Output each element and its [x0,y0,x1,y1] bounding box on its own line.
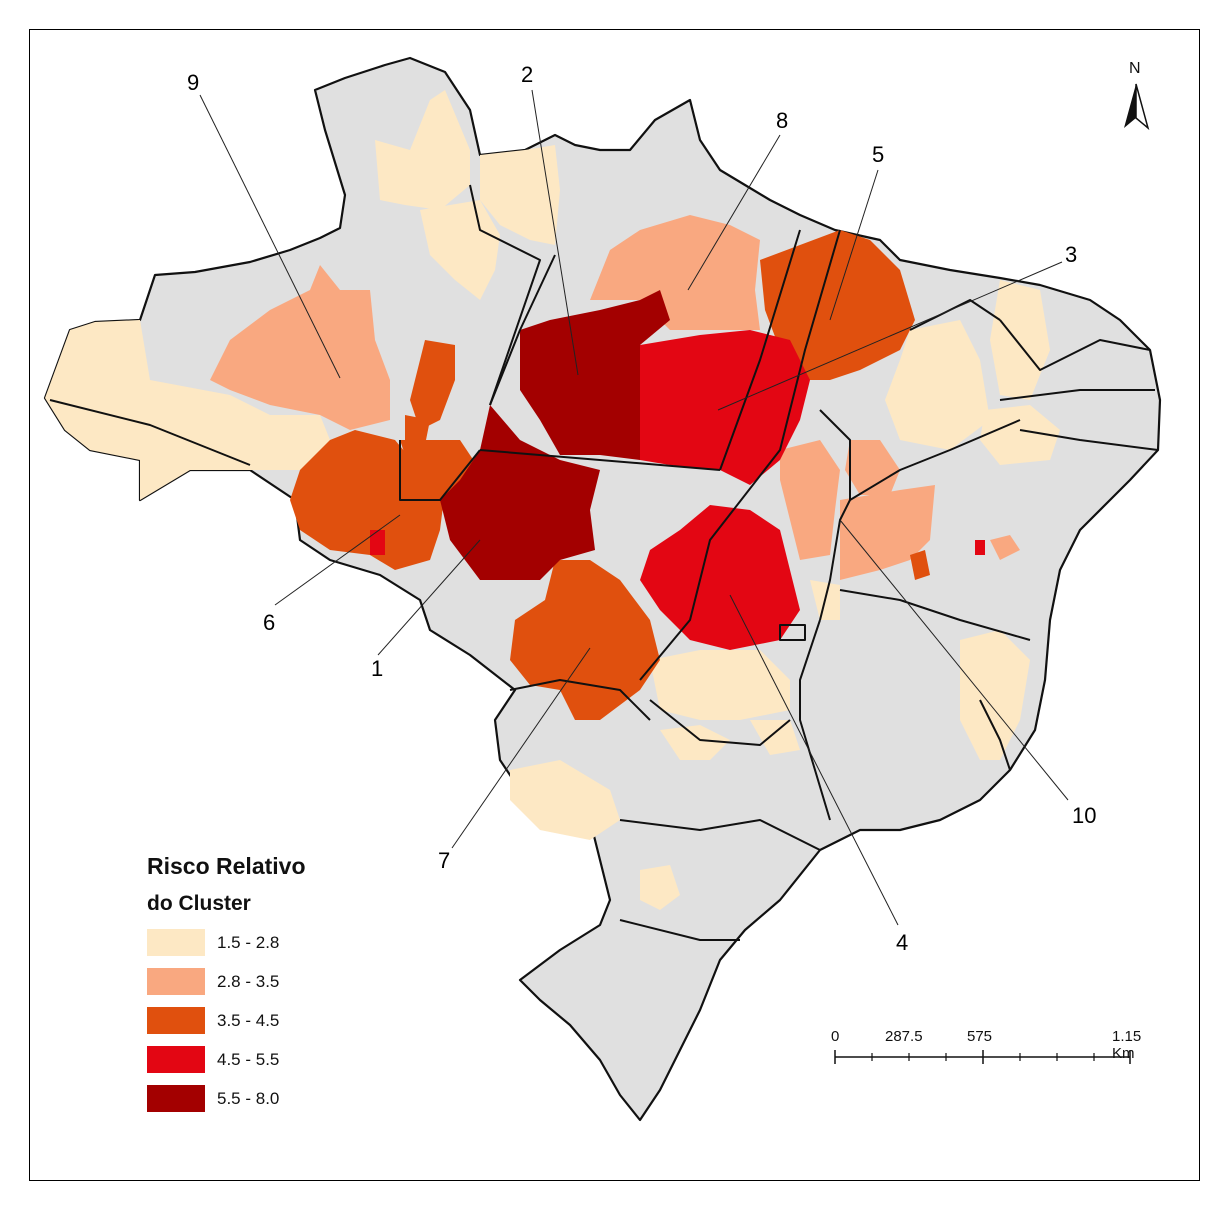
legend-title: Risco Relativo [147,853,306,879]
cluster-label-4: 4 [896,930,908,955]
cluster-label-1: 1 [371,656,383,681]
state-borders [49,184,1159,941]
cluster-leader-lines [199,89,1069,926]
risk-class-1-regions [45,90,1060,910]
legend-item: 1.5 - 2.8 [147,928,367,957]
cluster-label-8: 8 [776,108,788,133]
legend-swatch [147,1007,205,1034]
cluster-label-2: 2 [521,62,533,87]
scale-label-0: 0 [831,1028,840,1045]
legend-label: 3.5 - 4.5 [217,1010,280,1030]
legend-item: 2.8 - 3.5 [147,967,367,996]
cluster-label-3: 3 [1065,242,1077,267]
legend-label: 2.8 - 3.5 [217,971,280,991]
cluster-labels: 1 2 3 4 5 6 7 8 9 10 [187,62,1096,955]
cluster-label-9: 9 [187,70,199,95]
legend-swatch [147,929,205,956]
legend-swatch [147,1046,205,1073]
legend: Risco Relativo do Cluster 1.5 - 2.8 2.8 … [147,852,367,1123]
legend-label: 1.5 - 2.8 [217,932,280,952]
cluster-label-6: 6 [263,610,275,635]
risk-class-3-regions [290,230,930,720]
legend-item: 5.5 - 8.0 [147,1084,367,1113]
north-label: N [1129,60,1141,77]
legend-swatch [147,1085,205,1112]
scale-label-287: 287.5 [885,1028,923,1045]
cluster-label-5: 5 [872,142,884,167]
north-arrow-icon [1124,83,1150,131]
legend-item: 4.5 - 5.5 [147,1045,367,1074]
legend-swatch [147,968,205,995]
north-arrow: N [1116,60,1156,135]
risk-class-2-regions [210,215,1020,580]
cluster-label-10: 10 [1072,803,1096,828]
scale-bar: 0 287.5 575 1.15 Km [828,1028,1148,1068]
legend-item: 3.5 - 4.5 [147,1006,367,1035]
scale-label-575: 575 [967,1028,993,1045]
legend-label: 5.5 - 8.0 [217,1088,280,1108]
cluster-label-7: 7 [438,848,450,873]
scale-bar-ruler [834,1050,1131,1064]
legend-subtitle: do Cluster [147,892,251,915]
legend-label: 4.5 - 5.5 [217,1049,280,1069]
risk-class-5-regions [440,290,670,580]
